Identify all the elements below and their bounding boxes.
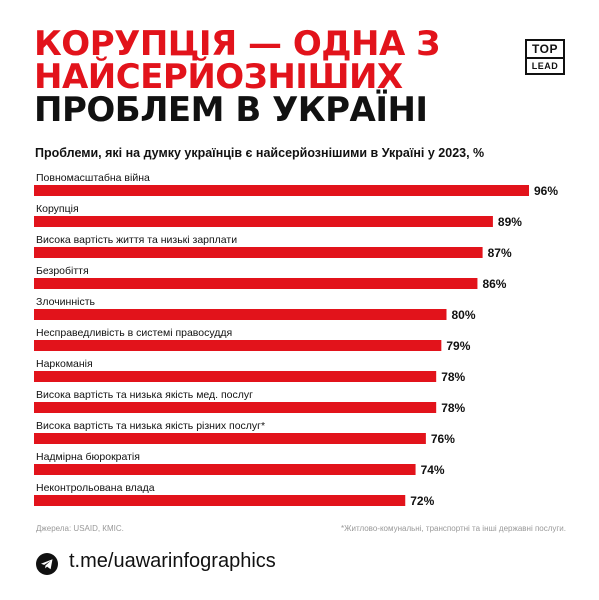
bar: [34, 216, 493, 227]
value-label: 78%: [441, 370, 465, 384]
value-label: 96%: [534, 184, 558, 198]
bar: [34, 402, 437, 413]
telegram-link[interactable]: t.me/uawarinfographics: [69, 550, 276, 572]
logo-divider: [527, 57, 563, 59]
category-label: Безробіття: [36, 265, 89, 277]
title-line-1: КОРУПЦІЯ — ОДНА З: [34, 24, 440, 64]
category-label: Висока вартість та низька якість різних …: [36, 420, 265, 432]
category-label: Надмірна бюрократія: [36, 451, 140, 463]
bar: [34, 371, 437, 382]
logo-bottom-text: LEAD: [531, 61, 559, 71]
category-label: Злочинність: [36, 296, 96, 308]
category-label: Висока вартість життя та низькі зарплати: [36, 234, 237, 246]
value-label: 89%: [498, 215, 522, 229]
value-label: 76%: [431, 432, 455, 446]
category-label: Несправедливість в системі правосуддя: [36, 327, 232, 339]
bar: [34, 433, 426, 444]
bar: [34, 278, 478, 289]
category-label: Корупція: [36, 203, 79, 215]
top-lead-logo: TOP LEAD: [525, 39, 565, 75]
value-label: 80%: [452, 308, 476, 322]
value-label: 74%: [421, 463, 445, 477]
category-label: Наркоманія: [36, 358, 93, 370]
value-label: 72%: [410, 494, 434, 508]
value-label: 78%: [441, 401, 465, 415]
category-label: Повномасштабна війна: [36, 172, 150, 184]
bar: [34, 247, 483, 258]
page-title: КОРУПЦІЯ — ОДНА З НАЙСЕРЙОЗНІШИХ ПРОБЛЕМ…: [34, 27, 440, 130]
footnote: *Житлово-комунальні, транспортні та інші…: [341, 524, 566, 533]
value-label: 87%: [488, 246, 512, 260]
bar-chart: Повномасштабна війна 96% Корупція 89% Висока…: [34, 172, 558, 508]
source-note: Джерела: USAID, КМІС.: [36, 524, 124, 533]
value-label: 86%: [482, 277, 506, 291]
title-line-3: ПРОБЛЕМ В УКРАЇНІ: [34, 90, 428, 130]
logo-top-text: TOP: [532, 42, 558, 56]
category-label: Висока вартість та низька якість мед. по…: [36, 389, 253, 401]
category-label: Неконтрольована влада: [36, 482, 155, 494]
bar: [34, 185, 529, 196]
bar: [34, 309, 447, 320]
telegram-icon: [36, 553, 58, 575]
value-label: 79%: [446, 339, 470, 353]
bar: [34, 340, 442, 351]
chart-title: Проблеми, які на думку українців є найсе…: [35, 146, 485, 160]
bar: [34, 464, 416, 475]
title-line-2: НАЙСЕРЙОЗНІШИХ: [34, 57, 403, 97]
bar: [34, 495, 406, 506]
